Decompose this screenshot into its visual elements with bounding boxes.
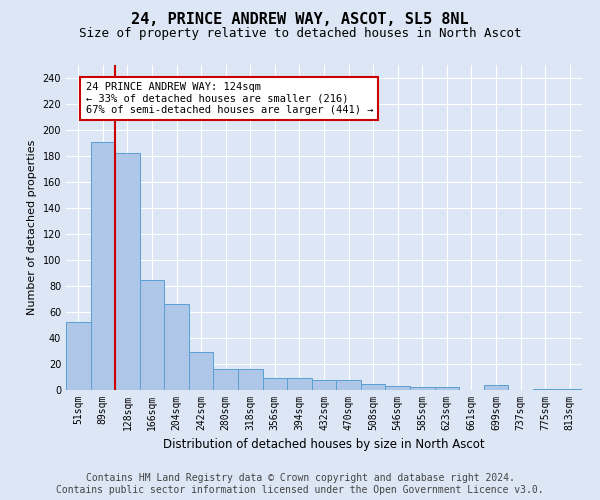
Bar [238, 369, 263, 390]
Bar [385, 386, 410, 390]
Bar [336, 380, 361, 390]
Bar [312, 380, 336, 390]
Bar [533, 388, 557, 390]
Bar [66, 322, 91, 390]
Bar [361, 384, 385, 390]
X-axis label: Distribution of detached houses by size in North Ascot: Distribution of detached houses by size … [163, 438, 485, 452]
Y-axis label: Number of detached properties: Number of detached properties [27, 140, 37, 315]
Bar [287, 378, 312, 390]
Text: Size of property relative to detached houses in North Ascot: Size of property relative to detached ho… [79, 28, 521, 40]
Text: 24, PRINCE ANDREW WAY, ASCOT, SL5 8NL: 24, PRINCE ANDREW WAY, ASCOT, SL5 8NL [131, 12, 469, 28]
Bar [91, 142, 115, 390]
Bar [164, 304, 189, 390]
Bar [484, 385, 508, 390]
Bar [263, 378, 287, 390]
Text: Contains HM Land Registry data © Crown copyright and database right 2024.
Contai: Contains HM Land Registry data © Crown c… [56, 474, 544, 495]
Bar [140, 280, 164, 390]
Bar [410, 388, 434, 390]
Bar [115, 154, 140, 390]
Bar [434, 388, 459, 390]
Text: 24 PRINCE ANDREW WAY: 124sqm
← 33% of detached houses are smaller (216)
67% of s: 24 PRINCE ANDREW WAY: 124sqm ← 33% of de… [86, 82, 373, 115]
Bar [189, 352, 214, 390]
Bar [214, 369, 238, 390]
Bar [557, 388, 582, 390]
